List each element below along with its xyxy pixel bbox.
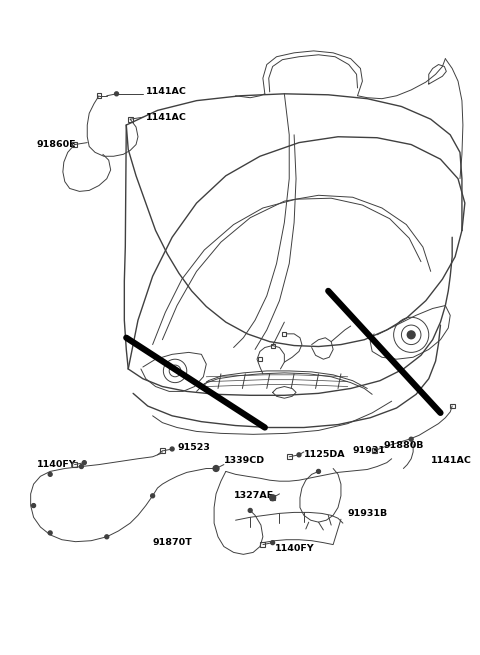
Text: 1140FY: 1140FY (36, 460, 76, 469)
Text: 91860E: 91860E (36, 140, 76, 149)
Text: 1339CD: 1339CD (224, 456, 265, 465)
Circle shape (408, 331, 415, 339)
Circle shape (32, 504, 36, 508)
Bar (261, 542, 265, 547)
Circle shape (105, 535, 108, 539)
Circle shape (48, 531, 52, 535)
Bar (282, 332, 286, 336)
Text: 91870T: 91870T (153, 538, 192, 547)
Bar (450, 403, 455, 409)
Bar (372, 449, 376, 453)
Bar (128, 117, 132, 122)
Circle shape (170, 447, 174, 451)
Circle shape (213, 466, 219, 472)
Circle shape (248, 508, 252, 512)
Circle shape (48, 472, 52, 476)
Text: 91931: 91931 (353, 447, 385, 455)
Circle shape (271, 540, 275, 544)
Circle shape (83, 460, 86, 464)
Text: 91931B: 91931B (348, 509, 388, 518)
Bar (72, 142, 77, 147)
Circle shape (270, 495, 276, 500)
Circle shape (297, 453, 301, 457)
Circle shape (316, 470, 321, 474)
Bar (271, 344, 275, 348)
Circle shape (409, 438, 413, 441)
Circle shape (115, 92, 119, 96)
Bar (258, 357, 262, 361)
Circle shape (151, 494, 155, 498)
Text: 1125DA: 1125DA (304, 451, 346, 459)
Circle shape (80, 464, 84, 468)
Bar (160, 449, 165, 453)
Text: 1141AC: 1141AC (146, 113, 187, 122)
Bar (72, 462, 77, 467)
Text: 1141AC: 1141AC (431, 456, 471, 465)
Text: 91880B: 91880B (384, 441, 424, 449)
Text: 1140FY: 1140FY (275, 544, 314, 553)
Bar (96, 93, 101, 98)
Bar (287, 455, 292, 459)
Text: 91523: 91523 (177, 443, 210, 451)
Text: 1141AC: 1141AC (146, 87, 187, 96)
Bar (270, 495, 275, 500)
Text: 1327AE: 1327AE (234, 491, 274, 500)
